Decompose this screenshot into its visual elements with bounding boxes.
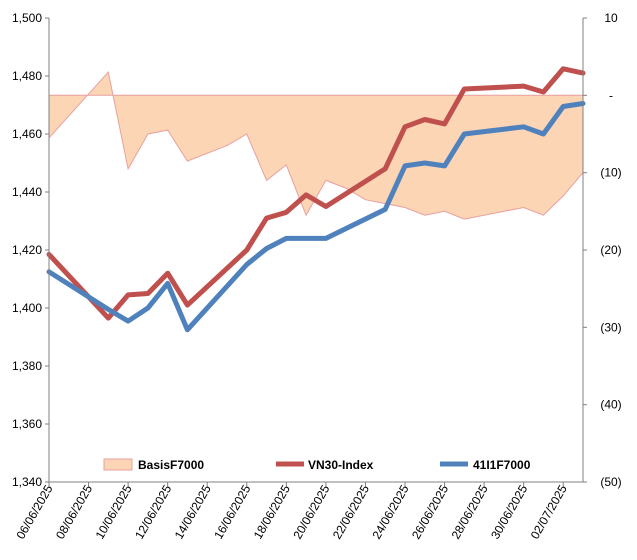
right-tick-label: (50) (600, 475, 621, 489)
right-tick-label: (10) (600, 166, 621, 180)
legend-swatch-basis (103, 458, 133, 471)
legend-label-vn30: VN30-Index (308, 458, 374, 472)
vn30-index-line (46, 66, 586, 321)
right-tick-label: - (609, 88, 613, 102)
x-tick-label: 24/06/2025 (369, 482, 411, 541)
x-tick-label: 28/06/2025 (449, 482, 491, 541)
left-tick-label: 1,340 (12, 475, 42, 489)
basis-area (48, 71, 584, 220)
x-tick-label: 22/06/2025 (330, 482, 372, 541)
left-tick-label: 1,400 (12, 301, 42, 315)
right-tick-label: (30) (600, 320, 621, 334)
left-tick-label: 1,380 (12, 359, 42, 373)
x-tick-label: 30/06/2025 (488, 482, 530, 541)
line-layer (46, 66, 586, 333)
x-tick-label: 06/06/2025 (13, 482, 55, 541)
left-tick-label: 1,480 (12, 69, 42, 83)
legend-label-basis: BasisF7000 (138, 458, 204, 472)
left-tick-label: 1,440 (12, 185, 42, 199)
right-tick-label: (20) (600, 243, 621, 257)
legend: BasisF7000 VN30-Index 41I1F7000 (103, 458, 531, 472)
x-tick-label: 10/06/2025 (93, 482, 135, 541)
right-tick-label: (40) (600, 398, 621, 412)
x-tick-label: 26/06/2025 (409, 482, 451, 541)
x-tick-label: 12/06/2025 (132, 482, 174, 541)
left-tick-label: 1,460 (12, 127, 42, 141)
legend-label-f: 41I1F7000 (473, 458, 531, 472)
x-tick-label: 14/06/2025 (172, 482, 214, 541)
right-tick-label: 10 (604, 11, 618, 25)
x-tick-label: 16/06/2025 (211, 482, 253, 541)
left-tick-label: 1,420 (12, 243, 42, 257)
left-tick-label: 1,500 (12, 11, 42, 25)
left-axis-ticks: 1,340 1,360 1,380 1,400 1,420 1,440 1,460 1,480… (12, 11, 49, 489)
x-tick-label: 08/06/2025 (53, 482, 95, 541)
basis-area-layer (48, 71, 584, 220)
f7000-line (46, 101, 586, 333)
left-tick-label: 1,360 (12, 417, 42, 431)
x-tick-label: 18/06/2025 (251, 482, 293, 541)
right-axis-ticks: (50) (40) (30) (20) (10) - 10 (583, 11, 622, 489)
x-tick-label: 20/06/2025 (290, 482, 332, 541)
x-axis-ticks: 06/06/202508/06/202510/06/202512/06/2025… (13, 482, 570, 542)
x-tick-label: 02/07/2025 (528, 482, 570, 541)
